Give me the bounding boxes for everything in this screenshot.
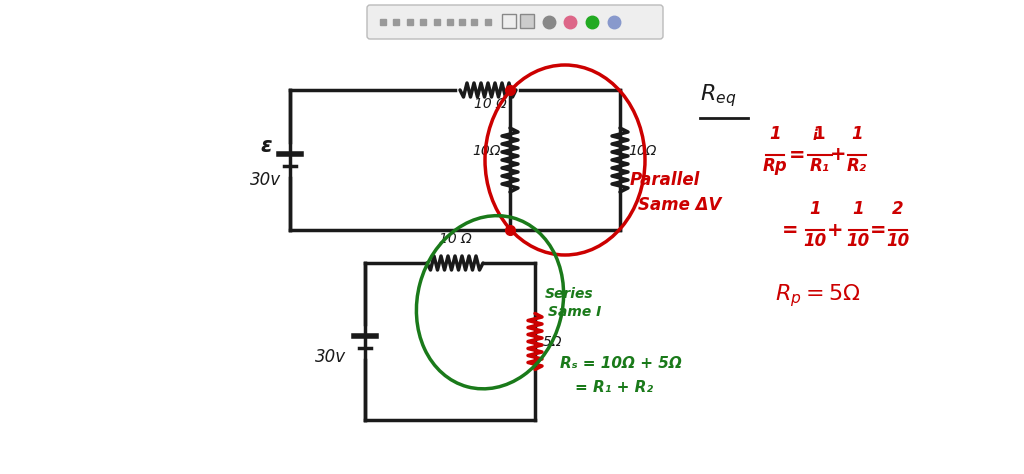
Text: Series: Series [545, 287, 594, 301]
Text: 10 Ω: 10 Ω [439, 232, 472, 246]
Text: 1: 1 [851, 125, 863, 143]
Bar [520, 14, 534, 28]
Text: i: i [813, 129, 817, 143]
Text: 1: 1 [809, 200, 821, 218]
Text: 10: 10 [847, 232, 869, 250]
Text: =: = [788, 146, 805, 164]
Text: =: = [869, 220, 886, 239]
Text: Rp: Rp [763, 157, 787, 175]
Text: 30v: 30v [250, 171, 282, 189]
Text: Parallel: Parallel [630, 171, 700, 189]
Text: $R_p = 5\Omega$: $R_p = 5\Omega$ [775, 282, 860, 309]
Text: $R_{eq}$: $R_{eq}$ [700, 82, 736, 109]
Text: R₂: R₂ [847, 157, 867, 175]
Bar [502, 14, 516, 28]
Text: +: + [826, 220, 843, 239]
Text: 2: 2 [892, 200, 904, 218]
Text: 10: 10 [804, 232, 826, 250]
Text: Same I: Same I [548, 305, 601, 319]
Text: 10Ω: 10Ω [628, 144, 656, 158]
Text: 1: 1 [769, 125, 781, 143]
Text: 1: 1 [852, 200, 864, 218]
Text: = R₁ + R₂: = R₁ + R₂ [575, 380, 653, 395]
Text: R₁: R₁ [810, 157, 830, 175]
Text: ε: ε [260, 136, 271, 156]
Text: Rₛ = 10Ω + 5Ω: Rₛ = 10Ω + 5Ω [560, 356, 682, 371]
Text: 30v: 30v [315, 347, 346, 365]
Text: +: + [829, 146, 846, 164]
Text: Same ΔV: Same ΔV [638, 196, 721, 214]
Text: 10: 10 [887, 232, 909, 250]
Text: =: = [781, 220, 799, 239]
Text: 10 Ω: 10 Ω [474, 97, 507, 111]
Text: 5Ω: 5Ω [543, 336, 562, 349]
Text: 10Ω: 10Ω [472, 144, 501, 158]
FancyBboxPatch shape [367, 5, 663, 39]
Text: 1: 1 [813, 125, 824, 143]
